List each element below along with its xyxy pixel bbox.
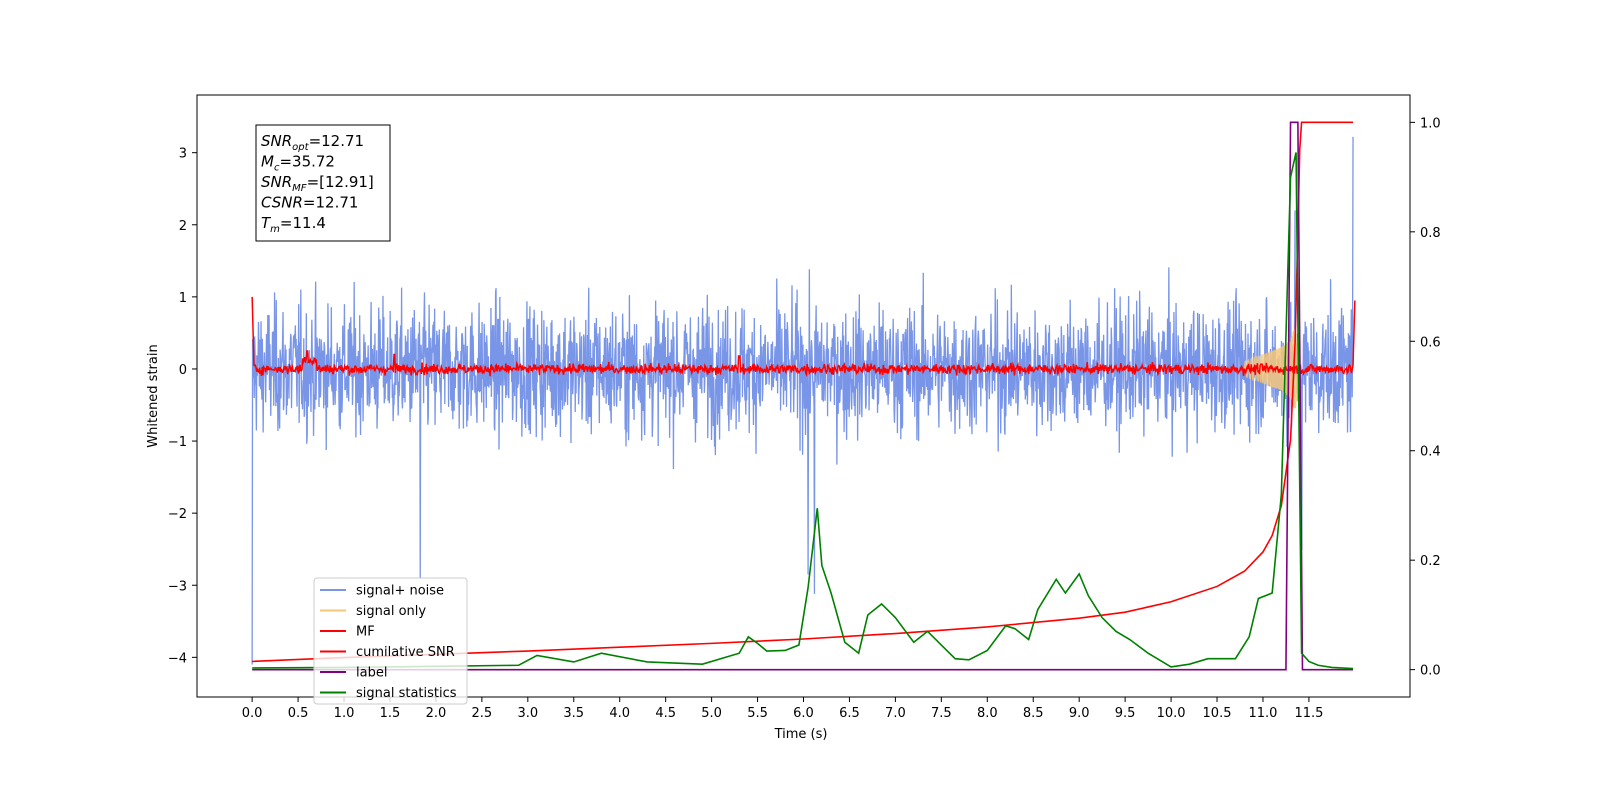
tick-marks: 0.0 0.5 1.0 1.5 2.0 2.5 3.0 3.5 4.0 4.5 5.0 5.5 6.0 6… (168, 116, 1441, 721)
x-tick-label: 3.0 (517, 706, 538, 721)
y-tick-label: −4 (168, 651, 187, 666)
x-tick-label: 2.5 (472, 706, 493, 721)
x-tick-label: 7.0 (885, 706, 906, 721)
legend-label: signal statistics (356, 686, 457, 701)
annotation-frame (255, 124, 391, 242)
y-right-tick-label: 1.0 (1420, 116, 1441, 131)
x-tick-label: 11.5 (1294, 706, 1323, 721)
legend-frame (313, 577, 468, 705)
legend-label: label (356, 666, 387, 681)
y-tick-label: −3 (168, 579, 187, 594)
y-tick-label: 3 (179, 147, 187, 162)
x-tick-label: 6.5 (839, 706, 860, 721)
legend-label: MF (356, 625, 375, 640)
x-tick-label: 9.5 (1115, 706, 1136, 721)
annotation-line: CSNR=12.71 (261, 194, 358, 212)
legend-label: signal only (356, 604, 426, 619)
y-tick-label: 0 (179, 363, 187, 378)
y-tick-label: 2 (179, 219, 187, 234)
annotation-line: Mc=35.72 (261, 153, 335, 174)
y-right-tick-label: 0.4 (1420, 445, 1441, 460)
series-label-line (252, 121, 1354, 671)
x-tick-label: 1.5 (380, 706, 401, 721)
x-tick-label: 1.0 (334, 706, 355, 721)
annotation-line: SNRopt=12.71 (261, 132, 364, 153)
y-tick-label: −2 (168, 507, 187, 522)
plot-area (251, 121, 1356, 671)
x-tick-label: 9.0 (1069, 706, 1090, 721)
x-tick-label: 7.5 (931, 706, 952, 721)
x-tick-label: 0.5 (288, 706, 309, 721)
series-cumilative-snr-line (252, 121, 1354, 663)
y-right-tick-label: 0.6 (1420, 335, 1441, 350)
legend: signal+ noise signal only MF cumilative SNR… (313, 577, 468, 705)
x-tick-label: 11.0 (1248, 706, 1277, 721)
x-tick-label: 3.5 (563, 706, 584, 721)
series-signal-statistics-line (252, 152, 1354, 670)
y-tick-label: −1 (168, 435, 187, 450)
y-axis-label: Whitened strain (146, 344, 161, 447)
x-tick-label: 8.0 (977, 706, 998, 721)
series-signal-only-line (1243, 328, 1301, 409)
x-tick-label: 0.0 (242, 706, 263, 721)
y-right-tick-label: 0.8 (1420, 226, 1441, 241)
x-tick-label: 4.0 (609, 706, 630, 721)
annotation-box: SNRopt=12.71Mc=35.72SNRMF=[12.91]CSNR=12… (255, 124, 391, 242)
series-mf-line (251, 296, 1356, 378)
series-signal-noise-line (251, 136, 1354, 665)
x-tick-label: 6.0 (793, 706, 814, 721)
y-tick-label: 1 (179, 291, 187, 306)
annotation-line: SNRMF=[12.91] (261, 173, 374, 194)
x-tick-label: 5.5 (747, 706, 768, 721)
y-right-tick-label: 0.0 (1420, 664, 1441, 679)
x-tick-label: 8.5 (1023, 706, 1044, 721)
y-right-tick-label: 0.2 (1420, 554, 1441, 569)
x-tick-label: 10.0 (1157, 706, 1186, 721)
x-tick-label: 5.0 (701, 706, 722, 721)
x-tick-label: 2.0 (426, 706, 447, 721)
legend-label: cumilative SNR (356, 645, 455, 660)
annotation-line: Tm=11.4 (261, 214, 326, 235)
legend-label: signal+ noise (356, 584, 444, 599)
x-tick-label: 10.5 (1203, 706, 1232, 721)
x-axis-label: Time (s) (774, 727, 828, 742)
x-tick-label: 4.5 (655, 706, 676, 721)
